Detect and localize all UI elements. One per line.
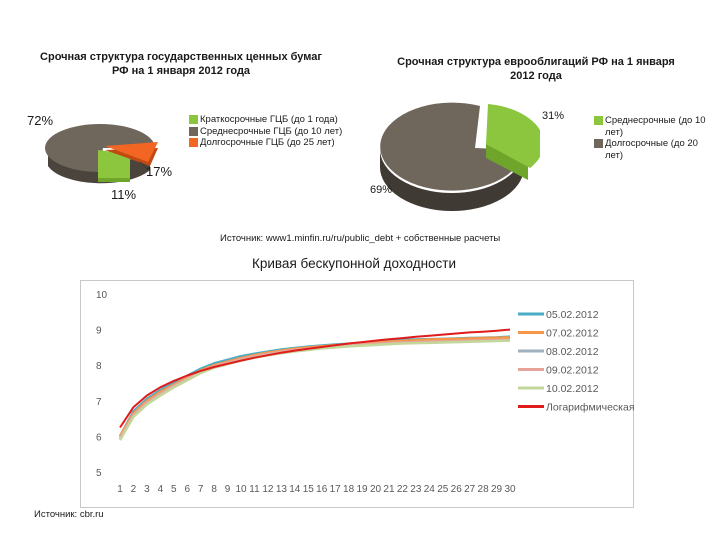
left-pie-leader-orange: [139, 161, 149, 171]
x-tick-label: 23: [410, 484, 422, 495]
right-pie-legend: Среднесрочные (до 10 лет) Долгосрочные (…: [594, 115, 712, 161]
right-pie-label-green: 31%: [542, 110, 565, 122]
left-pie-legend: Краткосрочные ГЦБ (до 1 года) Среднесроч…: [189, 114, 369, 149]
x-tick-label: 30: [504, 484, 516, 495]
left-pie-gray-slice: [45, 124, 155, 172]
x-tick-label: 27: [464, 484, 476, 495]
x-tick-label: 24: [424, 484, 436, 495]
x-tick-label: 1: [117, 484, 123, 495]
series-line: [119, 328, 511, 429]
x-tick-label: 10: [235, 484, 247, 495]
x-tick-label: 7: [198, 484, 204, 495]
legend-series-label: Логарифмическая: [546, 402, 634, 414]
left-pie-green-slice: [98, 150, 130, 178]
x-tick-label: 5: [171, 484, 177, 495]
x-tick-label: 18: [343, 484, 355, 495]
x-tick-label: 19: [357, 484, 369, 495]
left-pie-label-orange: 17%: [146, 164, 173, 179]
left-pie-orange-slice: [105, 142, 158, 162]
right-pie-green-side: [486, 144, 528, 180]
legend-series-label: 08.02.2012: [546, 346, 599, 358]
chart-frame: [80, 280, 634, 508]
y-tick-label: 10: [96, 290, 108, 301]
x-tick-label: 8: [211, 484, 217, 495]
y-tick-label: 8: [96, 361, 102, 372]
left-legend-swatch-green: [189, 115, 198, 124]
x-tick-label: 11: [249, 484, 260, 495]
x-tick-label: 20: [370, 484, 382, 495]
x-tick-label: 25: [437, 484, 449, 495]
left-legend-label-medium: Среднесрочные ГЦБ (до 10 лет): [200, 125, 343, 137]
left-legend-label-short: Краткосрочные ГЦБ (до 1 года): [200, 114, 338, 125]
x-tick-label: 21: [383, 484, 395, 495]
left-pie-title: Срочная структура государственных ценных…: [40, 51, 322, 77]
y-axis-ticks: 5 6 7 8 9 10: [96, 290, 108, 479]
x-tick-label: 2: [131, 484, 137, 495]
x-tick-label: 12: [262, 484, 274, 495]
x-tick-label: 28: [478, 484, 490, 495]
right-pie-green-slice: [486, 104, 540, 168]
right-legend-swatch-gray: [594, 139, 603, 148]
right-legend-label-medium: Среднесрочные (до 10 лет): [605, 115, 706, 138]
right-legend-swatch-green: [594, 116, 603, 125]
legend-series-label: 07.02.2012: [546, 328, 599, 340]
x-tick-label: 29: [491, 484, 503, 495]
left-pie-label-green: 11%: [111, 187, 137, 202]
x-tick-label: 26: [451, 484, 463, 495]
x-tick-label: 6: [184, 484, 190, 495]
right-pie-chart: [379, 102, 540, 211]
line-legend: 05.02.2012 07.02.2012 08.02.2012 09.02.2012…: [518, 309, 634, 414]
left-pie-label-gray: 72%: [27, 113, 54, 128]
series-lines: [118, 328, 511, 441]
x-tick-label: 15: [303, 484, 315, 495]
right-legend-item-long: Долгосрочные (до 20 лет): [594, 138, 712, 161]
left-legend-item-short: Краткосрочные ГЦБ (до 1 года): [189, 114, 369, 126]
left-legend-label-long: Долгосрочные ГЦБ (до 25 лет): [200, 137, 335, 148]
left-pie-chart: [45, 124, 158, 184]
x-tick-label: 14: [289, 484, 301, 495]
x-tick-label: 17: [330, 484, 342, 495]
legend-series-label: 05.02.2012: [546, 309, 599, 321]
y-tick-label: 5: [96, 468, 102, 479]
x-tick-label: 4: [158, 484, 164, 495]
right-legend-label-long: Долгосрочные (до 20 лет): [605, 138, 698, 161]
left-legend-swatch-orange: [189, 138, 198, 147]
y-tick-label: 7: [96, 397, 102, 408]
y-tick-label: 9: [96, 326, 102, 337]
left-legend-item-long: Долгосрочные ГЦБ (до 25 лет): [189, 137, 369, 149]
right-pie-gray-side: [379, 148, 524, 211]
source-bottom: Источник: cbr.ru: [34, 509, 104, 520]
legend-series-label: 09.02.2012: [546, 365, 599, 377]
right-pie-title: Срочная структура еврооблигаций РФ на 1 …: [397, 56, 675, 82]
right-legend-item-medium: Среднесрочные (до 10 лет): [594, 115, 712, 138]
legend-series-label: 10.02.2012: [546, 383, 599, 395]
x-axis-ticks: 1 2 3 4 5 6 7 8 9 10 11 12 13 14 15 16 17 18 19 20 21 22 23 24 2…: [117, 484, 516, 495]
x-tick-label: 22: [397, 484, 409, 495]
x-tick-label: 9: [225, 484, 231, 495]
x-tick-label: 3: [144, 484, 150, 495]
x-tick-label: 16: [316, 484, 328, 495]
right-pie-gray-slice: [380, 102, 524, 191]
source-top: Источник: www1.minfin.ru/ru/public_debt …: [220, 233, 501, 244]
curve-title: Кривая бескупонной доходности: [252, 256, 457, 271]
series-line: [118, 339, 511, 441]
y-tick-label: 6: [96, 432, 102, 443]
left-legend-swatch-gray: [189, 126, 198, 136]
right-pie-label-gray: 69%: [370, 184, 393, 196]
left-legend-item-medium: Среднесрочные ГЦБ (до 10 лет): [189, 126, 369, 138]
x-tick-label: 13: [276, 484, 288, 495]
